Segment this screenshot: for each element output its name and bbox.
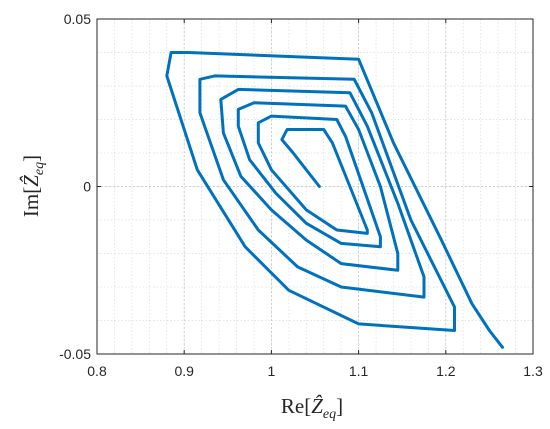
y-tick-label: 0	[83, 179, 91, 195]
x-tick-label: 0.8	[87, 363, 107, 379]
y-tick-label: -0.05	[59, 346, 91, 362]
ticks: 0.8 0.9 1 1.1 1.2 1.3 -0.05 0 0.05	[59, 11, 543, 379]
x-tick-label: 1.3	[523, 363, 543, 379]
y-axis-label: Im[Ẑeq]	[19, 155, 47, 217]
x-tick-label: 1.2	[436, 363, 456, 379]
x-axis-label: Re[Ẑeq]	[281, 394, 343, 422]
curve-layer	[165, 51, 504, 349]
x-tick-label: 1	[268, 363, 276, 379]
y-tick-label: 0.05	[64, 11, 91, 27]
x-tick-label: 0.9	[174, 363, 194, 379]
impedance-curve	[165, 51, 504, 349]
x-tick-label: 1.1	[349, 363, 369, 379]
